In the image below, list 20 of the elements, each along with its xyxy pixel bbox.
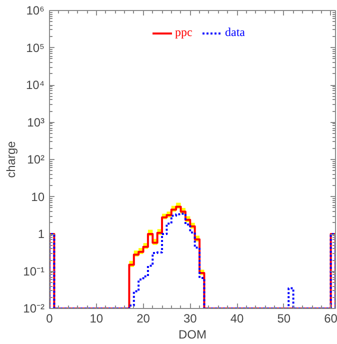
x-tick-label: 0 <box>46 312 54 326</box>
y-tick-label: 10⁻² <box>23 302 45 316</box>
legend-label: ppc <box>175 25 194 40</box>
x-tick-label: 50 <box>277 312 291 326</box>
legend-label: data <box>225 25 245 40</box>
y-tick-label: 10 <box>31 190 45 204</box>
y-tick-label: 1 <box>38 227 45 241</box>
x-tick-label: 60 <box>324 312 337 326</box>
y-axis-title: charge <box>4 140 18 178</box>
x-tick-label: 10 <box>90 312 104 326</box>
y-tick-label: 10³ <box>27 115 45 130</box>
y-tick-label: 10⁵ <box>26 40 45 55</box>
x-tick-label: 40 <box>230 312 244 326</box>
y-tick-label: 10² <box>27 152 45 166</box>
x-tick-label: 30 <box>183 312 198 326</box>
y-tick-label: 10⁶ <box>26 4 45 18</box>
x-tick-label: 20 <box>136 312 150 326</box>
x-axis-title: DOM <box>178 328 206 342</box>
y-tick-label: 10⁻¹ <box>23 264 45 278</box>
y-tick-label: 10⁴ <box>26 78 45 92</box>
